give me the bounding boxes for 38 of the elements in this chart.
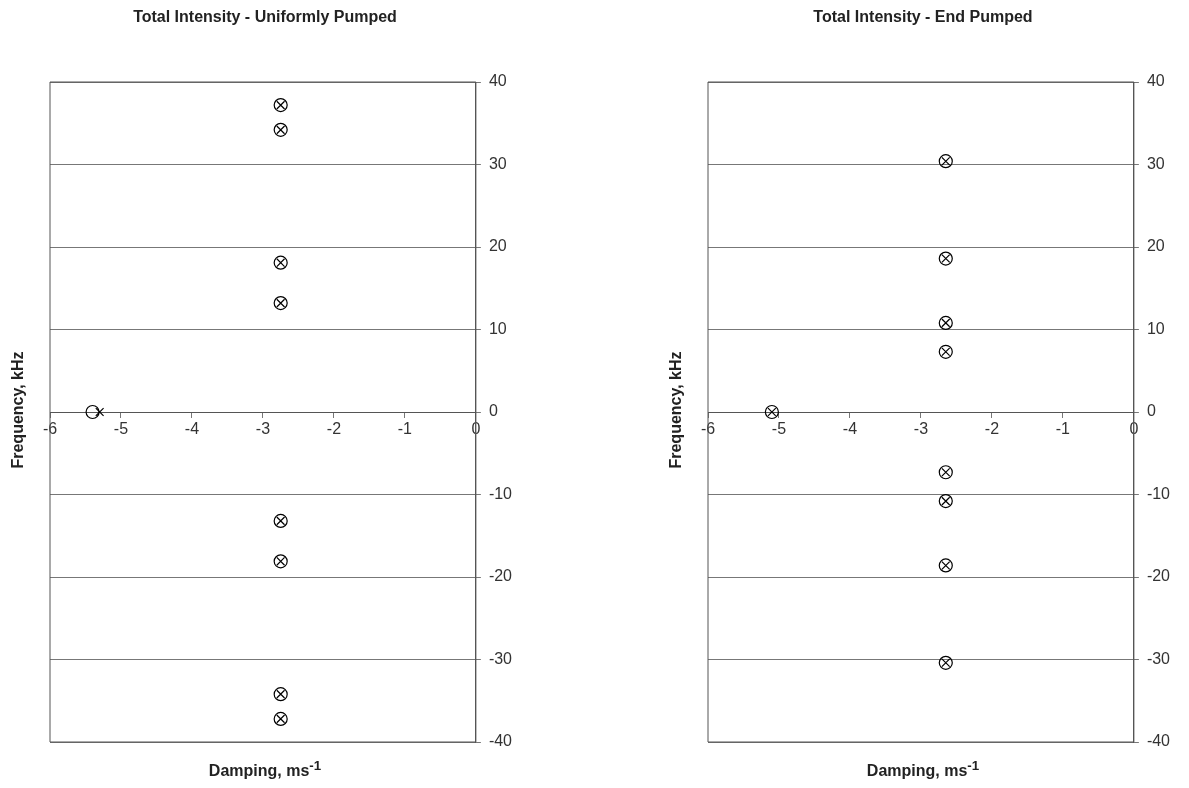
y-tick-label: 20 — [1146, 237, 1165, 255]
y-tick-label: 0 — [1146, 402, 1156, 420]
x-axis-title: Damping, ms$^{-1}$ — [207, 758, 323, 781]
x-axis-title: Damping, ms$^{-1}$ — [865, 758, 981, 781]
chart-title: Total Intensity - End Pumped — [812, 8, 1034, 26]
x-tick-label: -4 — [184, 420, 200, 438]
y-tick-label: -20 — [1146, 567, 1171, 585]
y-tick-label: 30 — [1146, 154, 1165, 172]
point — [85, 404, 100, 420]
y-tick-label: -20 — [488, 567, 513, 585]
point — [95, 407, 105, 417]
x-tick-label: -3 — [913, 420, 929, 438]
y-tick-label: -30 — [488, 649, 513, 667]
y-tick-label: -30 — [1146, 649, 1171, 667]
x-tick-label: -2 — [984, 420, 1000, 438]
x-tick-label: -3 — [255, 420, 271, 438]
y-tick-label: -40 — [488, 732, 513, 750]
x-tick-label: -6 — [700, 420, 716, 438]
y-tick-label: 40 — [488, 72, 507, 90]
y-tick-label: 30 — [488, 154, 507, 172]
y-tick-label: 10 — [1146, 319, 1165, 337]
y-tick-label: 10 — [488, 319, 507, 337]
x-tick-label: -1 — [397, 420, 413, 438]
y-tick-label: -40 — [1146, 732, 1171, 750]
y-tick-label: 0 — [488, 402, 498, 420]
x-tick-label: -5 — [771, 420, 787, 438]
x-tick-label: -4 — [842, 420, 858, 438]
y-tick-label: 20 — [488, 237, 507, 255]
chart-title: Total Intensity - Uniformly Pumped — [132, 8, 398, 26]
y-tick-label: 40 — [1146, 72, 1165, 90]
x-tick-label: -6 — [42, 420, 58, 438]
x-tick-label: -5 — [113, 420, 129, 438]
x-tick-label: -2 — [326, 420, 342, 438]
y-tick-label: -10 — [1146, 484, 1171, 502]
y-axis-title: Frequency, kHz — [667, 351, 685, 469]
x-tick-label: -1 — [1055, 420, 1071, 438]
y-axis-title: Frequency, kHz — [9, 351, 27, 469]
y-tick-label: -10 — [488, 484, 513, 502]
